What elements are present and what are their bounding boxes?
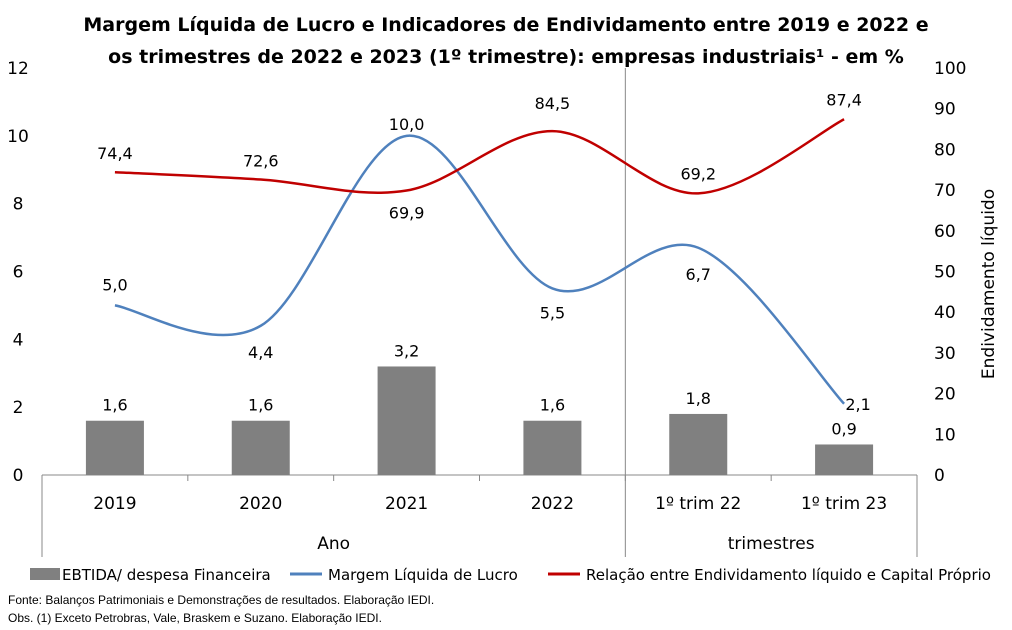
right-axis-label: Endividamento líquido — [979, 189, 999, 379]
bar-data-label: 1,6 — [248, 396, 273, 415]
left-axis-tick-label: 8 — [13, 195, 24, 215]
bar-data-label: 1,8 — [686, 389, 711, 408]
left-axis-tick-label: 6 — [13, 263, 24, 283]
right-axis-tick-label: 100 — [934, 59, 966, 79]
right-axis-tick-label: 40 — [934, 303, 956, 323]
bar-ebtida — [815, 444, 874, 475]
right-axis-tick-label: 10 — [934, 425, 956, 445]
endividamento-data-label: 69,2 — [680, 164, 716, 183]
endividamento-data-label: 74,4 — [97, 144, 133, 163]
chart-title-line-1: Margem Líquida de Lucro e Indicadores de… — [83, 14, 928, 36]
legend-label-ebtida: EBTIDA/ despesa Financeira — [62, 566, 271, 584]
endividamento-data-label: 84,5 — [535, 94, 571, 113]
left-axis-tick-label: 10 — [7, 127, 29, 147]
source-note: Fonte: Balanços Patrimoniais e Demonstra… — [8, 593, 434, 607]
right-axis-tick-label: 30 — [934, 344, 956, 364]
endividamento-data-label: 72,6 — [243, 152, 279, 171]
category-group-label: trimestres — [728, 534, 815, 554]
margem-data-label: 10,0 — [389, 115, 425, 134]
margem-data-label: 6,7 — [686, 265, 711, 284]
endividamento-data-label: 87,4 — [826, 90, 862, 109]
line-endividamento — [114, 118, 845, 195]
line-margem-liquida — [114, 134, 845, 405]
legend-label-endividamento: Relação entre Endividamento líquido e Ca… — [586, 566, 991, 584]
x-category-label: 2020 — [239, 494, 282, 514]
bar-ebtida — [85, 420, 144, 475]
margem-data-label: 2,1 — [845, 395, 870, 414]
x-category-label: 1º trim 23 — [801, 494, 887, 514]
legend-label-margem: Margem Líquida de Lucro — [328, 566, 518, 584]
left-axis-tick-label: 4 — [13, 330, 24, 350]
right-axis-tick-label: 70 — [934, 181, 956, 201]
x-category-label: 2019 — [93, 494, 136, 514]
x-category-label: 1º trim 22 — [655, 494, 741, 514]
x-category-label: 2021 — [385, 494, 428, 514]
margem-data-label: 5,0 — [102, 275, 127, 294]
bar-ebtida — [523, 420, 582, 475]
margem-data-label: 4,4 — [248, 343, 273, 362]
bar-data-label: 1,6 — [102, 396, 127, 415]
right-axis-tick-label: 80 — [934, 140, 956, 160]
right-axis-tick-label: 0 — [934, 466, 945, 486]
bar-ebtida — [669, 413, 728, 475]
obs-note: Obs. (1) Exceto Petrobras, Vale, Braskem… — [8, 611, 382, 625]
left-axis-tick-label: 12 — [7, 59, 29, 79]
bar-data-label: 1,6 — [540, 396, 565, 415]
endividamento-data-label: 69,9 — [389, 204, 425, 223]
category-group-label: Ano — [317, 534, 350, 554]
left-axis-tick-label: 2 — [13, 398, 24, 418]
right-axis-tick-label: 60 — [934, 222, 956, 242]
right-axis-tick-label: 20 — [934, 385, 956, 405]
legend-swatch-bar — [30, 568, 60, 580]
margem-data-label: 5,5 — [540, 303, 565, 322]
x-category-label: 2022 — [531, 494, 574, 514]
right-axis-tick-label: 50 — [934, 263, 956, 283]
legend: EBTIDA/ despesa Financeira Margem Líquid… — [30, 566, 991, 584]
plot-area: 0 2 4 6 8 10 12 0 10 20 30 40 50 60 70 80 90 100 2019 2020 2… — [7, 59, 966, 557]
bar-ebtida — [377, 366, 436, 475]
left-axis-tick-label: 0 — [13, 466, 24, 486]
right-axis-tick-label: 90 — [934, 100, 956, 120]
chart-title-line-2: os trimestres de 2022 e 2023 (1º trimest… — [108, 46, 904, 68]
bar-ebtida — [231, 420, 290, 475]
bar-data-label: 3,2 — [394, 341, 419, 360]
bar-data-label: 0,9 — [831, 419, 856, 438]
